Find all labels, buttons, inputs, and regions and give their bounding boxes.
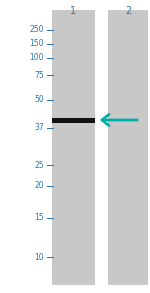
Text: 250: 250 (30, 25, 44, 35)
Text: 150: 150 (30, 40, 44, 49)
Text: 50: 50 (34, 96, 44, 105)
Text: 2: 2 (125, 6, 131, 16)
Text: 75: 75 (34, 71, 44, 79)
Text: 37: 37 (34, 124, 44, 132)
Text: 100: 100 (30, 54, 44, 62)
Bar (52, 10, 95, 285)
Text: 1: 1 (70, 6, 76, 16)
Text: 10: 10 (34, 253, 44, 261)
Bar (52, 118, 95, 123)
Text: 15: 15 (34, 214, 44, 222)
Text: 25: 25 (34, 161, 44, 169)
Text: 20: 20 (34, 181, 44, 190)
Bar (108, 10, 148, 285)
